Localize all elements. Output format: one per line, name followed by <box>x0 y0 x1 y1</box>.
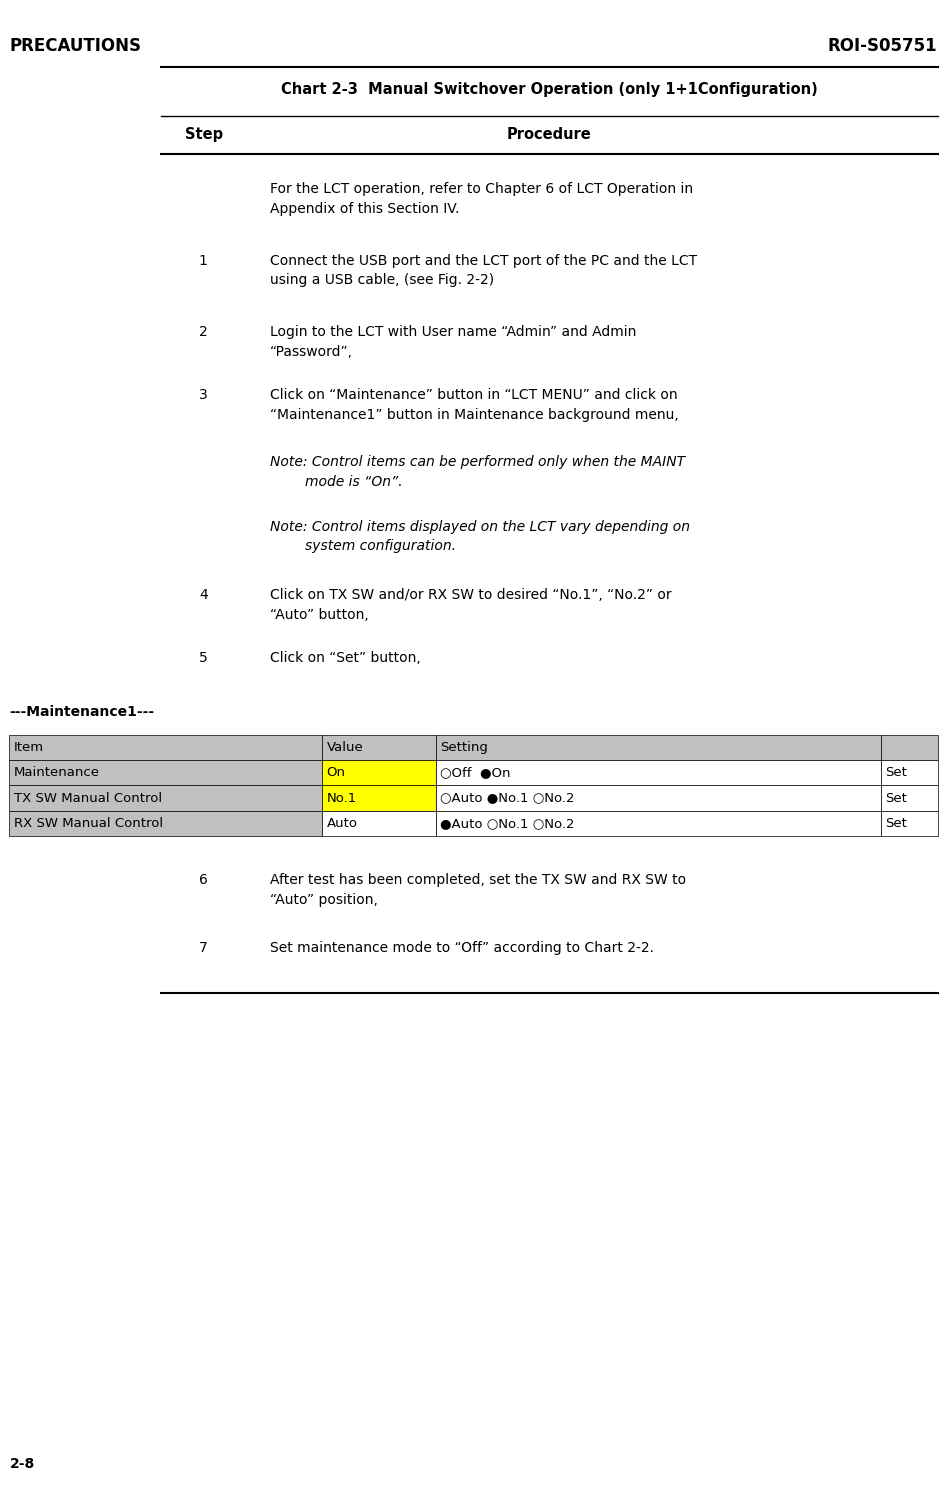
Text: Set: Set <box>885 766 907 779</box>
FancyBboxPatch shape <box>322 785 436 811</box>
Text: 3: 3 <box>199 388 207 402</box>
FancyBboxPatch shape <box>9 785 322 811</box>
Text: ●Auto ○No.1 ○No.2: ●Auto ○No.1 ○No.2 <box>440 817 575 830</box>
Text: Setting: Setting <box>440 741 489 754</box>
Text: Value: Value <box>327 741 364 754</box>
Text: Procedure: Procedure <box>507 127 592 142</box>
Text: Set: Set <box>885 817 907 830</box>
FancyBboxPatch shape <box>322 760 436 785</box>
Text: RX SW Manual Control: RX SW Manual Control <box>14 817 163 830</box>
Text: ROI-S05751: ROI-S05751 <box>828 37 938 55</box>
FancyBboxPatch shape <box>881 760 938 785</box>
Text: No.1: No.1 <box>327 791 357 805</box>
Text: 4: 4 <box>199 588 207 602</box>
Text: 5: 5 <box>199 651 207 664</box>
FancyBboxPatch shape <box>9 760 322 785</box>
FancyBboxPatch shape <box>881 785 938 811</box>
Text: Login to the LCT with User name “Admin” and Admin
“Password”,: Login to the LCT with User name “Admin” … <box>270 325 636 358</box>
Text: Chart 2-3  Manual Switchover Operation (only 1+1Configuration): Chart 2-3 Manual Switchover Operation (o… <box>281 82 817 97</box>
Text: Item: Item <box>14 741 45 754</box>
FancyBboxPatch shape <box>881 735 938 760</box>
Text: For the LCT operation, refer to Chapter 6 of LCT Operation in
Appendix of this S: For the LCT operation, refer to Chapter … <box>270 182 693 215</box>
Text: Auto: Auto <box>327 817 358 830</box>
Text: ---Maintenance1---: ---Maintenance1--- <box>9 705 154 718</box>
FancyBboxPatch shape <box>881 811 938 836</box>
Text: On: On <box>327 766 346 779</box>
Text: ○Off  ●On: ○Off ●On <box>440 766 510 779</box>
Text: TX SW Manual Control: TX SW Manual Control <box>14 791 162 805</box>
Text: 6: 6 <box>199 873 207 887</box>
Text: Connect the USB port and the LCT port of the PC and the LCT
using a USB cable, (: Connect the USB port and the LCT port of… <box>270 254 697 287</box>
Text: PRECAUTIONS: PRECAUTIONS <box>9 37 141 55</box>
FancyBboxPatch shape <box>436 785 881 811</box>
Text: Note: Control items displayed on the LCT vary depending on
        system config: Note: Control items displayed on the LCT… <box>270 520 690 552</box>
FancyBboxPatch shape <box>436 760 881 785</box>
FancyBboxPatch shape <box>9 811 322 836</box>
Text: Maintenance: Maintenance <box>14 766 100 779</box>
FancyBboxPatch shape <box>436 811 881 836</box>
FancyBboxPatch shape <box>9 735 322 760</box>
FancyBboxPatch shape <box>436 735 881 760</box>
Text: ○Auto ●No.1 ○No.2: ○Auto ●No.1 ○No.2 <box>440 791 575 805</box>
Text: Click on TX SW and/or RX SW to desired “No.1”, “No.2” or
“Auto” button,: Click on TX SW and/or RX SW to desired “… <box>270 588 671 621</box>
Text: 7: 7 <box>199 941 207 954</box>
Text: Click on “Set” button,: Click on “Set” button, <box>270 651 420 664</box>
Text: After test has been completed, set the TX SW and RX SW to
“Auto” position,: After test has been completed, set the T… <box>270 873 686 906</box>
Text: Step: Step <box>185 127 223 142</box>
Text: Set: Set <box>885 791 907 805</box>
Text: Note: Control items can be performed only when the MAINT
        mode is “On”.: Note: Control items can be performed onl… <box>270 455 685 488</box>
Text: Click on “Maintenance” button in “LCT MENU” and click on
“Maintenance1” button i: Click on “Maintenance” button in “LCT ME… <box>270 388 679 421</box>
Text: 2: 2 <box>199 325 207 339</box>
Text: Set maintenance mode to “Off” according to Chart 2-2.: Set maintenance mode to “Off” according … <box>270 941 653 954</box>
FancyBboxPatch shape <box>322 811 436 836</box>
Text: 1: 1 <box>199 254 207 267</box>
FancyBboxPatch shape <box>322 735 436 760</box>
Text: 2-8: 2-8 <box>9 1457 35 1471</box>
